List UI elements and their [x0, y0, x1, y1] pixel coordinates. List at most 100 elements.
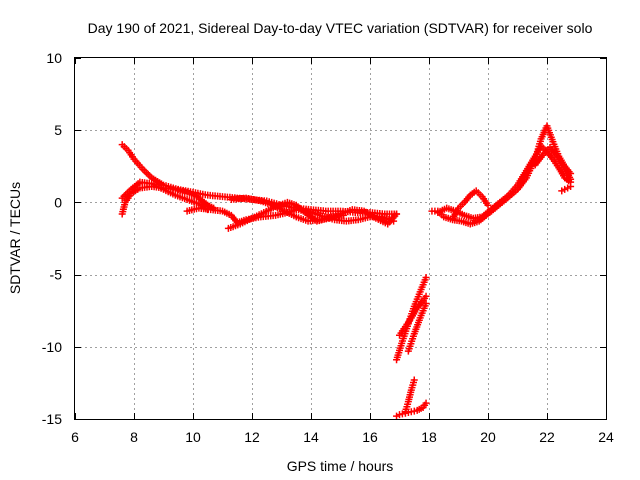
data-point-fill [545, 150, 555, 161]
data-point-fill [498, 193, 511, 205]
data-point [567, 175, 575, 183]
data-point-fill [533, 151, 547, 167]
data-point-fill [411, 316, 423, 335]
data-point [339, 211, 347, 219]
data-point [484, 201, 492, 209]
x-tick-label: 22 [539, 429, 555, 445]
data-series [118, 122, 575, 420]
y-tick-label: 10 [46, 50, 62, 66]
data-point-fill [408, 379, 417, 392]
data-point-fill [565, 171, 574, 181]
data-point-fill [227, 221, 242, 231]
data-point-fill [132, 157, 145, 171]
data-point-fill [445, 205, 457, 214]
data-point-fill [283, 208, 298, 220]
data-point-fill [553, 153, 564, 165]
data-point [422, 299, 430, 307]
x-tick-label: 10 [185, 429, 201, 445]
data-point-fill [462, 193, 473, 205]
x-tick-label: 12 [244, 429, 260, 445]
data-point-fill [524, 154, 538, 173]
data-point-fill [544, 124, 556, 143]
data-point-fill [197, 196, 210, 208]
data-point [393, 210, 401, 218]
series-track-3 [118, 178, 212, 214]
data-point-fill [411, 290, 423, 308]
x-tick-label: 14 [303, 429, 319, 445]
data-point-fill [415, 404, 425, 413]
x-tick-label: 24 [598, 429, 614, 445]
series-track-8 [401, 376, 418, 416]
data-point-fill [409, 306, 420, 320]
data-point-fill [403, 316, 414, 328]
data-point-fill [294, 203, 307, 215]
data-point-fill [542, 146, 552, 155]
data-point-fill [150, 175, 165, 188]
data-point-fill [129, 180, 142, 192]
data-point [422, 399, 430, 407]
data-point-fill [397, 325, 408, 337]
data-point-fill [460, 218, 472, 227]
data-point-fill [229, 213, 240, 225]
data-point-fill [539, 144, 549, 154]
series-track-14 [449, 187, 492, 222]
data-point-fill [162, 187, 177, 198]
data-point-fill [174, 192, 189, 203]
data-point-fill [474, 189, 484, 199]
data-point-fill [123, 192, 134, 204]
axis-ticks: 6 8 10 12 14 16 18 20 22 24 -15 -10 -5 0 5 10 [42, 50, 614, 445]
data-point-fill [436, 205, 448, 215]
data-point-fill [141, 167, 154, 180]
data-point-fill [126, 149, 136, 161]
data-point-fill [515, 169, 529, 187]
data-point-fill [186, 189, 200, 201]
data-point-fill [547, 145, 558, 157]
x-tick-label: 6 [71, 429, 79, 445]
data-point-fill [468, 188, 478, 198]
series-track-11 [404, 299, 430, 355]
data-point-fill [271, 202, 286, 214]
data-point-fill [386, 212, 399, 226]
data-point-fill [120, 187, 133, 200]
data-point-fill [472, 213, 484, 222]
data-point-fill [417, 302, 429, 319]
y-tick-label: -15 [42, 411, 62, 427]
plot-frame [74, 57, 607, 420]
series-track-6 [227, 194, 347, 225]
y-tick-label: -10 [42, 339, 62, 355]
data-point-fill [415, 298, 426, 310]
y-tick-label: 0 [54, 194, 62, 210]
data-point-fill [186, 196, 200, 207]
y-axis-label: SDTVAR / TECUs [7, 182, 23, 294]
data-point-fill [556, 166, 567, 180]
chart-title: Day 190 of 2021, Sidereal Day-to-day VTE… [88, 20, 593, 36]
series-track-16 [558, 183, 575, 195]
data-point-fill [451, 216, 463, 225]
data-point-fill [450, 206, 461, 220]
x-tick-label: 8 [130, 429, 138, 445]
grid [75, 58, 606, 419]
x-tick-label: 18 [421, 429, 437, 445]
data-point-fill [295, 214, 310, 224]
x-tick-label: 20 [480, 429, 496, 445]
data-point-fill [286, 199, 298, 209]
data-point-fill [402, 400, 412, 413]
data-point-fill [239, 215, 254, 227]
y-tick-label: -5 [50, 267, 63, 283]
data-point-fill [206, 202, 216, 211]
x-axis-label: GPS time / hours [287, 458, 394, 474]
data-point-fill [417, 276, 429, 293]
data-point-fill [259, 198, 274, 208]
data-point-fill [374, 215, 389, 227]
data-point [410, 376, 418, 384]
data-point-fill [489, 200, 502, 212]
data-point-fill [405, 332, 417, 353]
data-point-fill [306, 208, 321, 218]
data-point [422, 273, 430, 281]
data-point-fill [457, 200, 466, 210]
data-point-fill [250, 210, 265, 221]
data-point-fill [550, 157, 561, 170]
x-tick-label: 16 [362, 429, 378, 445]
